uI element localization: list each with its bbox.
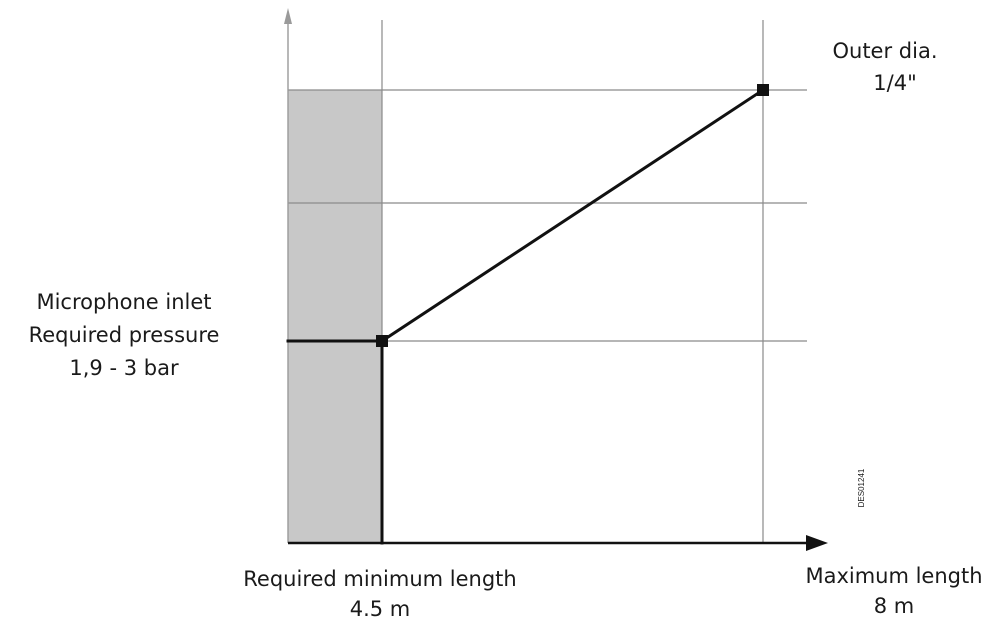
x-mark-max-label-line-2: 8 m — [874, 594, 915, 618]
y-axis-arrowhead — [284, 8, 292, 24]
y-axis-label-line-3: 1,9 - 3 bar — [69, 356, 179, 380]
data-point-min — [376, 335, 388, 347]
series-end-label-line-1: Outer dia. — [832, 39, 937, 63]
series-line — [379, 87, 766, 344]
x-mark-min-label-line-2: 4.5 m — [350, 597, 411, 619]
x-mark-min-label-line-1: Required minimum length — [243, 567, 516, 591]
y-axis-label-line-1: Microphone inlet — [36, 290, 211, 314]
x-axis-arrowhead — [806, 535, 828, 551]
diagram-code: DES01241 — [857, 468, 866, 507]
series-end-label-line-2: 1/4" — [873, 71, 916, 95]
data-point-max — [757, 84, 769, 96]
y-axis-label-line-2: Required pressure — [29, 323, 220, 347]
x-mark-max-label-line-1: Maximum length — [805, 564, 982, 588]
shaded-region — [288, 90, 382, 543]
